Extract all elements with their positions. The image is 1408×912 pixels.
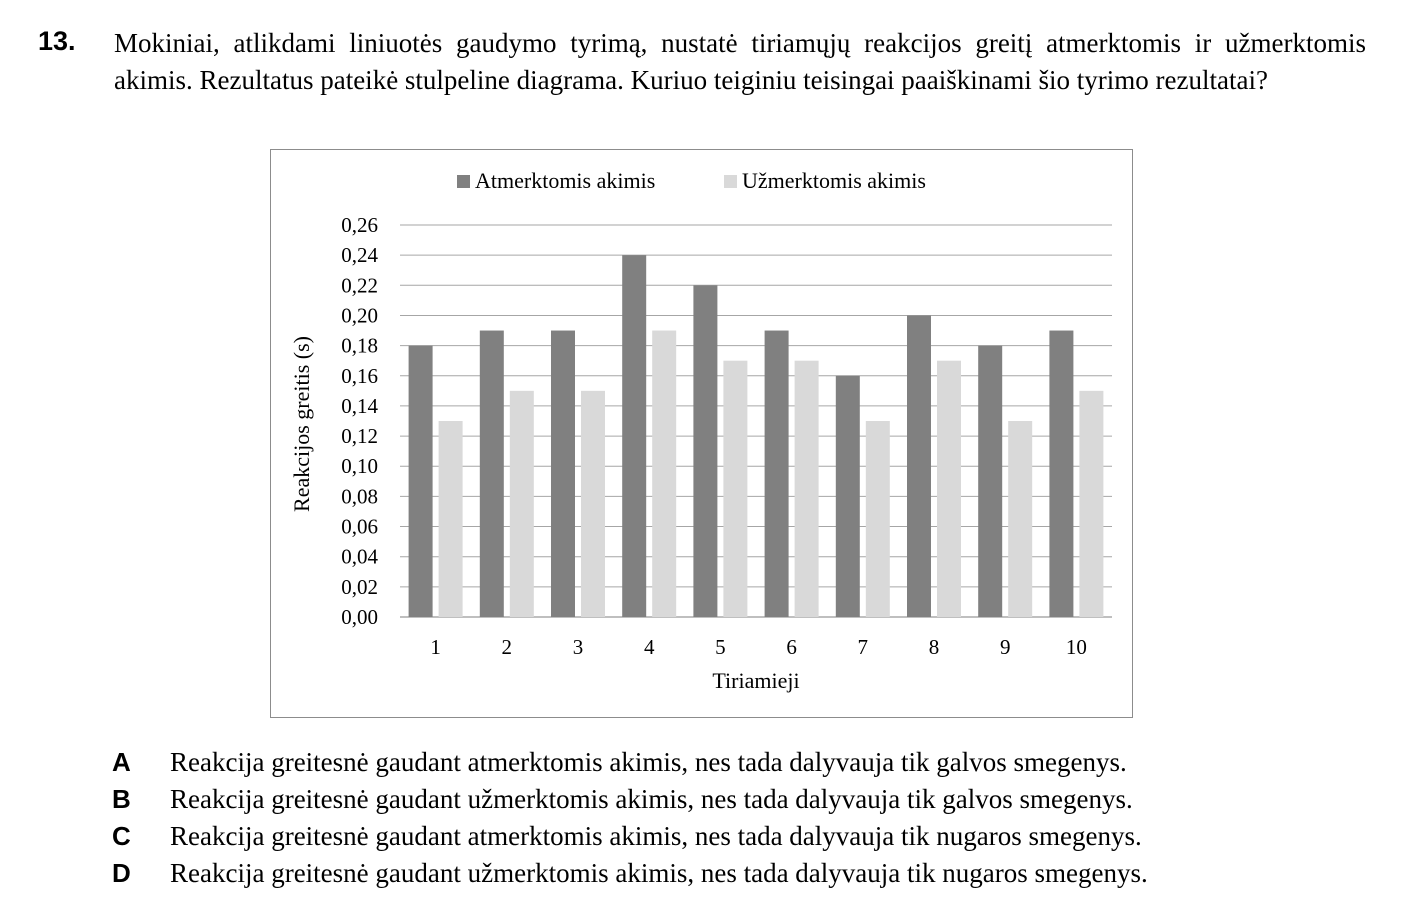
legend-label: Užmerktomis akimis — [742, 168, 926, 193]
x-tick-label: 4 — [644, 635, 655, 659]
x-tick-label: 3 — [573, 635, 584, 659]
y-tick-label: 0,24 — [341, 243, 378, 267]
y-tick-label: 0,26 — [341, 213, 378, 237]
question-number: 13. — [38, 26, 76, 56]
y-tick-label: 0,14 — [341, 394, 378, 418]
question-text: Mokiniai, atlikdami liniuotės gaudymo ty… — [114, 28, 1366, 95]
x-tick-label: 6 — [786, 635, 797, 659]
x-tick-label: 7 — [858, 635, 869, 659]
y-tick-label: 0,02 — [341, 575, 378, 599]
bar-series-2 — [509, 390, 534, 617]
y-axis-title: Reakcijos greitis (s) — [289, 336, 314, 512]
y-tick-label: 0,06 — [341, 515, 378, 539]
x-tick-label: 2 — [502, 635, 513, 659]
bar-series-1 — [693, 285, 718, 617]
answer-text: Reakcija greitesnė gaudant atmerktomis a… — [170, 821, 1142, 851]
y-tick-label: 0,18 — [341, 334, 378, 358]
bar-series-1 — [408, 345, 433, 617]
y-tick-label: 0,08 — [341, 484, 378, 508]
bar-series-1 — [907, 315, 931, 617]
bar-series-1 — [479, 330, 504, 617]
bar-series-1 — [1049, 330, 1074, 617]
y-tick-label: 0,10 — [341, 454, 378, 478]
y-tick-label: 0,04 — [341, 545, 378, 569]
answer-text: Reakcija greitesnė gaudant užmerktomis a… — [170, 784, 1133, 814]
bar-series-1 — [622, 255, 647, 617]
y-tick-label: 0,00 — [341, 605, 378, 629]
legend-label: Atmerktomis akimis — [475, 168, 655, 193]
bar-series-2 — [794, 360, 819, 617]
legend-swatch — [724, 175, 737, 188]
y-tick-label: 0,16 — [341, 364, 378, 388]
answer-text: Reakcija greitesnė gaudant atmerktomis a… — [170, 747, 1127, 777]
bar-series-1 — [551, 330, 575, 617]
bar-series-2 — [438, 421, 463, 617]
bar-series-2 — [652, 330, 677, 617]
x-axis-title: Tiriamieji — [712, 668, 799, 693]
bar-series-2 — [865, 421, 890, 617]
answer-text: Reakcija greitesnė gaudant užmerktomis a… — [170, 858, 1148, 888]
x-tick-label: 10 — [1066, 635, 1087, 659]
answer-letter: B — [112, 784, 131, 814]
y-tick-label: 0,20 — [341, 303, 378, 327]
x-tick-label: 8 — [929, 635, 940, 659]
y-tick-label: 0,12 — [341, 424, 378, 448]
legend-swatch — [457, 175, 470, 188]
bar-series-1 — [835, 375, 860, 617]
answer-letter: C — [112, 821, 131, 851]
chart-canvas: 0,00 0,02 0,04 0,06 0,08 0,10 0,12 0,14 0,16 0,18… — [289, 168, 1112, 693]
x-tick-label: 1 — [430, 635, 441, 659]
bar-series-1 — [764, 330, 789, 617]
bar-series-2 — [723, 360, 748, 617]
bar-chart: 0,00 0,02 0,04 0,06 0,08 0,10 0,12 0,14 0,16 0,18… — [270, 149, 1133, 718]
bar-series-2 — [581, 390, 605, 617]
y-tick-label: 0,22 — [341, 273, 378, 297]
bar-series-2 — [937, 360, 961, 617]
answer-letter: A — [112, 747, 131, 777]
x-tick-label: 5 — [715, 635, 726, 659]
x-tick-label: 9 — [1000, 635, 1011, 659]
bar-series-2 — [1079, 390, 1104, 617]
bar-series-2 — [1008, 421, 1033, 617]
answer-letter: D — [112, 858, 131, 888]
bar-series-1 — [978, 345, 1003, 617]
